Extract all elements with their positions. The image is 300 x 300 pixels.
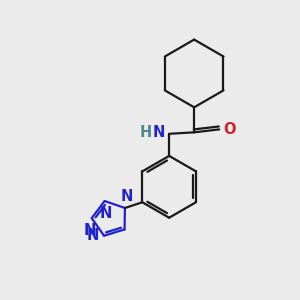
Text: O: O [223, 122, 236, 137]
Text: N: N [120, 190, 133, 205]
Text: N: N [153, 125, 165, 140]
Text: N: N [100, 206, 112, 221]
Text: H: H [140, 125, 152, 140]
Text: N: N [84, 224, 96, 238]
Text: N: N [86, 228, 99, 243]
